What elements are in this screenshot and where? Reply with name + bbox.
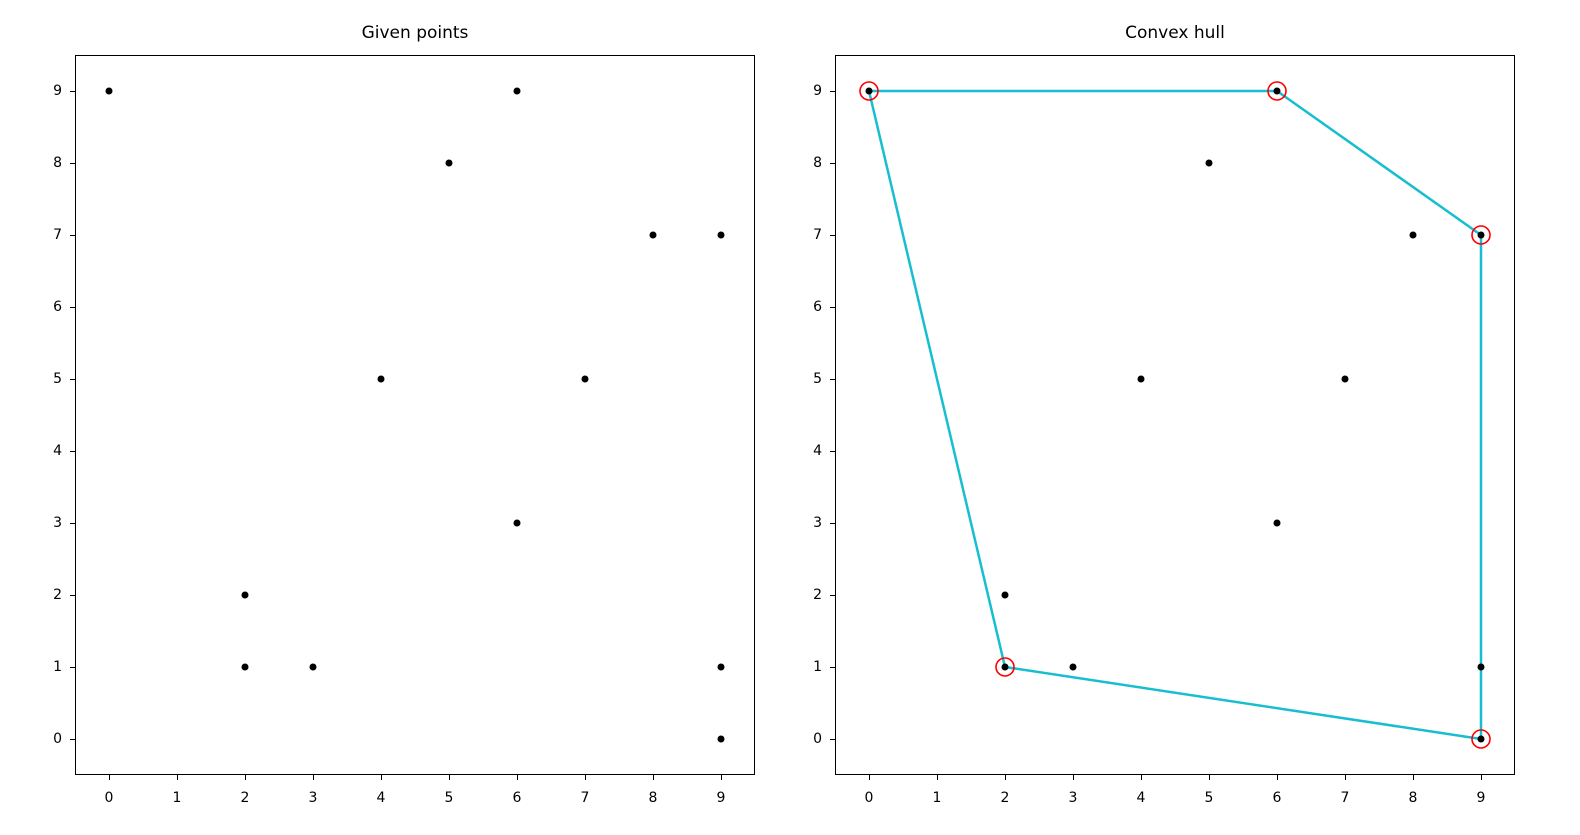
right-subplot: Convex hull01234567890123456789 [835, 55, 1515, 775]
data-point [1206, 160, 1213, 167]
left-subplot: Given points01234567890123456789 [75, 55, 755, 775]
ytick-label: 6 [813, 299, 822, 315]
xtick-mark [1209, 775, 1210, 780]
xtick-mark [721, 775, 722, 780]
ytick-label: 5 [53, 371, 62, 387]
figure: Given points01234567890123456789Convex h… [0, 0, 1580, 835]
data-point [242, 592, 249, 599]
xtick-mark [449, 775, 450, 780]
xtick-label: 1 [933, 790, 942, 806]
xtick-mark [1073, 775, 1074, 780]
data-point [1342, 376, 1349, 383]
xtick-mark [1277, 775, 1278, 780]
xtick-label: 9 [717, 790, 726, 806]
xtick-mark [1141, 775, 1142, 780]
hull-polyline [869, 91, 1481, 739]
data-point [1002, 592, 1009, 599]
data-point [582, 376, 589, 383]
xtick-label: 0 [865, 790, 874, 806]
xtick-label: 7 [581, 790, 590, 806]
data-point [650, 232, 657, 239]
ytick-label: 7 [53, 227, 62, 243]
xtick-label: 2 [241, 790, 250, 806]
xtick-label: 6 [513, 790, 522, 806]
ytick-label: 7 [813, 227, 822, 243]
data-point [1410, 232, 1417, 239]
ytick-label: 0 [813, 731, 822, 747]
xtick-mark [585, 775, 586, 780]
data-point [1138, 376, 1145, 383]
data-point [1478, 232, 1485, 239]
data-point [1274, 88, 1281, 95]
xtick-mark [937, 775, 938, 780]
data-point [1478, 736, 1485, 743]
ytick-label: 3 [813, 515, 822, 531]
xtick-label: 3 [1069, 790, 1078, 806]
right-subplot-title: Convex hull [835, 23, 1515, 43]
xtick-label: 8 [1409, 790, 1418, 806]
data-point [446, 160, 453, 167]
xtick-label: 9 [1477, 790, 1486, 806]
left-subplot-title: Given points [75, 23, 755, 43]
ytick-label: 4 [53, 443, 62, 459]
data-point [718, 736, 725, 743]
data-point [1070, 664, 1077, 671]
xtick-mark [313, 775, 314, 780]
left-subplot-canvas [75, 55, 755, 775]
ytick-label: 2 [53, 587, 62, 603]
right-subplot-canvas [835, 55, 1515, 775]
xtick-label: 2 [1001, 790, 1010, 806]
data-point [378, 376, 385, 383]
xtick-label: 1 [173, 790, 182, 806]
xtick-mark [653, 775, 654, 780]
xtick-mark [1345, 775, 1346, 780]
xtick-mark [1005, 775, 1006, 780]
data-point [1478, 664, 1485, 671]
xtick-label: 4 [377, 790, 386, 806]
ytick-label: 1 [813, 659, 822, 675]
xtick-mark [869, 775, 870, 780]
xtick-mark [109, 775, 110, 780]
data-point [242, 664, 249, 671]
xtick-mark [381, 775, 382, 780]
ytick-label: 5 [813, 371, 822, 387]
xtick-label: 8 [649, 790, 658, 806]
ytick-label: 8 [813, 155, 822, 171]
ytick-label: 9 [813, 83, 822, 99]
data-point [106, 88, 113, 95]
xtick-mark [177, 775, 178, 780]
xtick-label: 5 [445, 790, 454, 806]
ytick-label: 3 [53, 515, 62, 531]
data-point [1274, 520, 1281, 527]
data-point [718, 664, 725, 671]
data-point [310, 664, 317, 671]
xtick-label: 0 [105, 790, 114, 806]
xtick-mark [1413, 775, 1414, 780]
data-point [718, 232, 725, 239]
ytick-label: 2 [813, 587, 822, 603]
xtick-label: 4 [1137, 790, 1146, 806]
xtick-mark [245, 775, 246, 780]
ytick-label: 8 [53, 155, 62, 171]
data-point [514, 520, 521, 527]
xtick-mark [1481, 775, 1482, 780]
data-point [514, 88, 521, 95]
xtick-label: 3 [309, 790, 318, 806]
xtick-mark [517, 775, 518, 780]
ytick-label: 6 [53, 299, 62, 315]
ytick-label: 9 [53, 83, 62, 99]
xtick-label: 5 [1205, 790, 1214, 806]
xtick-label: 7 [1341, 790, 1350, 806]
data-point [866, 88, 873, 95]
ytick-label: 0 [53, 731, 62, 747]
ytick-label: 4 [813, 443, 822, 459]
xtick-label: 6 [1273, 790, 1282, 806]
ytick-label: 1 [53, 659, 62, 675]
data-point [1002, 664, 1009, 671]
